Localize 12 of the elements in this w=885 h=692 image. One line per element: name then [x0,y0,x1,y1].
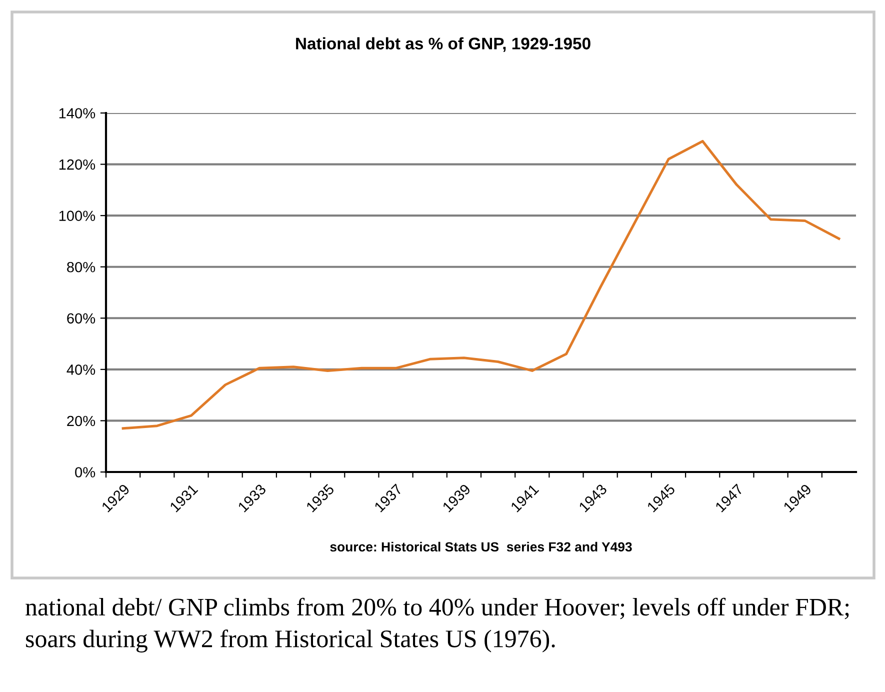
y-tick-label: 120% [59,159,96,170]
y-tick-label: 40% [66,364,96,375]
y-tick-label: 140% [59,108,96,118]
y-tick-label: 80% [67,262,96,272]
source-note: source: Historical Stats US series F32 and Y493 [330,542,632,552]
line-series [122,140,840,430]
y-tick-label: 100% [59,210,96,221]
chart-title: National debt as % of GNP, 1929-1950 [296,37,590,52]
y-tick-label: 0% [75,467,96,478]
y-tick-label: 60% [67,313,96,324]
y-tick-label: 20% [67,416,96,426]
text: national debt/ GNP climbs from 20% to 40% under Hoover; levels off under FDR; soars during WW2 from Historical States US (1976). [26,598,849,652]
